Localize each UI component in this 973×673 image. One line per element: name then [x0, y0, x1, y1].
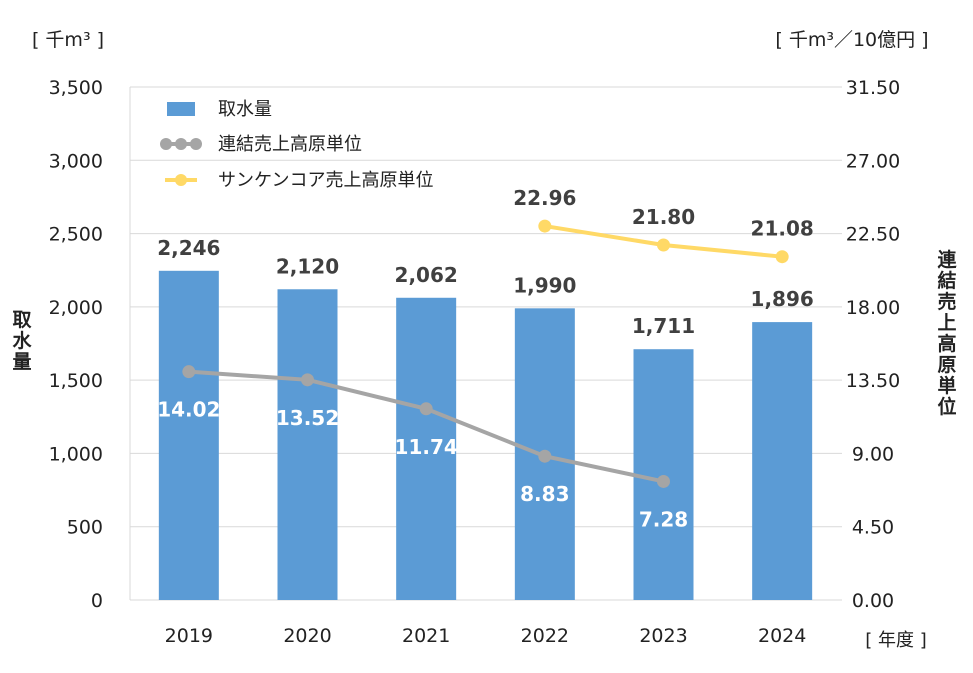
point-1	[657, 474, 670, 488]
x-tick-label: 2024	[758, 625, 806, 647]
left-axis-title: 取水量	[12, 309, 32, 373]
left-axis-unit: [ 千m³ ]	[32, 29, 104, 51]
bar-label: 2,120	[276, 254, 339, 278]
point-1	[419, 402, 433, 416]
x-tick-label: 2021	[402, 625, 450, 647]
left-tick-label: 1,000	[49, 443, 103, 465]
right-tick-label: 31.50	[846, 77, 900, 99]
right-axis-unit: [ 千m³／10億円 ]	[775, 29, 928, 51]
x-axis-unit: [ 年度 ]	[865, 630, 927, 651]
left-tick-label: 0	[91, 590, 103, 612]
point-label: 21.80	[632, 205, 695, 229]
point-2	[657, 238, 670, 252]
bar	[277, 289, 338, 600]
bar	[158, 270, 219, 600]
bar	[633, 349, 694, 600]
legend-swatch-bar	[167, 102, 195, 116]
point-label: 11.74	[395, 435, 458, 459]
legend-marker-gray-3	[190, 138, 202, 150]
bar-label: 2,246	[157, 236, 220, 260]
legend-marker-gray-1	[160, 138, 172, 150]
legend-label-2: サンケンコア売上高原単位	[218, 170, 433, 191]
bar-label: 2,062	[395, 263, 458, 287]
point-2	[775, 250, 789, 264]
legend-marker-gray-2	[175, 138, 187, 150]
legend-label-0: 取水量	[218, 99, 272, 120]
right-tick-label: 18.00	[846, 297, 900, 319]
right-axis-title: 連結売上高原単位	[937, 248, 957, 418]
right-tick-label: 22.50	[846, 224, 900, 246]
x-tick-label: 2023	[639, 625, 687, 647]
bar	[752, 322, 813, 600]
point-label: 7.28	[639, 507, 688, 531]
right-tick-label: 0.00	[852, 590, 894, 612]
point-label: 13.52	[276, 406, 339, 430]
point-1	[182, 365, 196, 379]
right-tick-label: 13.50	[846, 370, 900, 392]
point-label: 8.83	[520, 482, 569, 506]
x-tick-label: 2020	[283, 625, 331, 647]
point-1	[538, 449, 552, 463]
bar	[396, 297, 457, 600]
right-tick-label: 4.50	[852, 517, 894, 539]
point-label: 21.08	[751, 217, 814, 241]
left-tick-label: 2,500	[49, 224, 103, 246]
right-tick-label: 9.00	[852, 443, 894, 465]
left-tick-label: 3,500	[49, 77, 103, 99]
point-2	[538, 219, 552, 233]
left-tick-label: 500	[67, 517, 103, 539]
right-tick-label: 27.00	[846, 150, 900, 172]
legend: 取水量 連結売上高原単位 サンケンコア売上高原単位	[160, 99, 433, 191]
left-tick-label: 3,000	[49, 150, 103, 172]
bar-label: 1,896	[751, 287, 814, 311]
bar-label: 1,990	[513, 273, 576, 297]
left-tick-label: 2,000	[49, 297, 103, 319]
point-label: 14.02	[157, 398, 220, 422]
left-tick-label: 1,500	[49, 370, 103, 392]
bar-label: 1,711	[632, 314, 695, 338]
legend-label-1: 連結売上高原単位	[218, 134, 362, 155]
x-tick-label: 2019	[165, 625, 213, 647]
point-label: 22.96	[513, 186, 576, 210]
point-1	[301, 373, 314, 387]
legend-marker-yellow	[175, 174, 187, 186]
x-tick-label: 2022	[521, 625, 569, 647]
